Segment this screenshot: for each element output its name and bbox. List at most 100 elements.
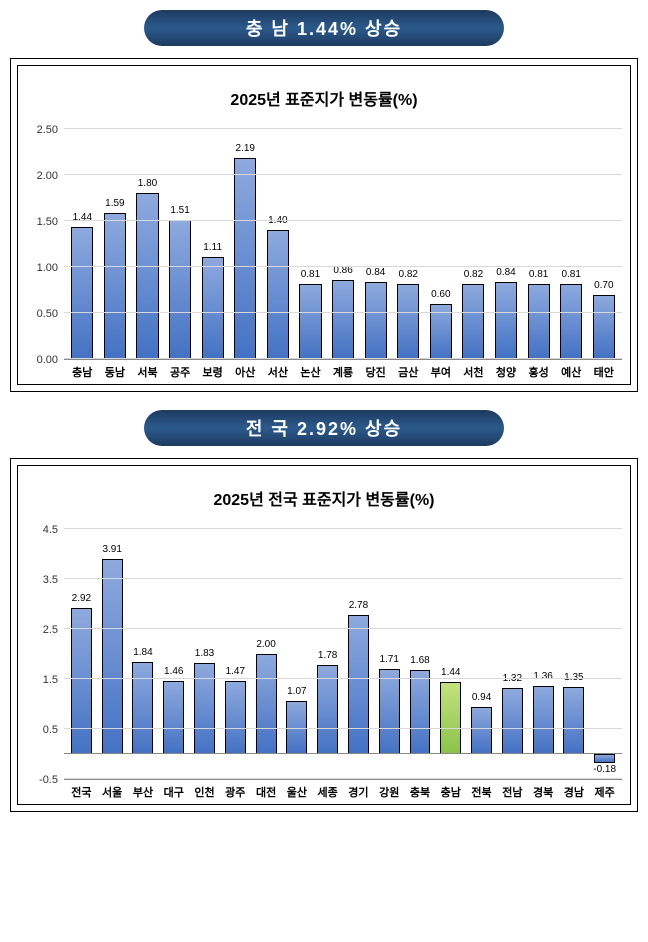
bar-rect bbox=[136, 193, 158, 359]
bar-slot: 1.36 bbox=[528, 530, 559, 779]
header-pill-1: 충 남 1.44% 상승 bbox=[144, 10, 504, 46]
bar-value-label: 0.94 bbox=[472, 692, 491, 703]
bar-rect bbox=[267, 230, 289, 359]
bar-slot: 1.46 bbox=[158, 530, 189, 779]
bar-slot: 1.80 bbox=[131, 130, 164, 359]
bar-rect bbox=[495, 282, 517, 359]
x-label: 아산 bbox=[229, 364, 262, 380]
bar-slot: 0.70 bbox=[588, 130, 621, 359]
x-label: 계룡 bbox=[327, 364, 360, 380]
bar-rect bbox=[71, 608, 92, 754]
gridline bbox=[64, 358, 622, 359]
x-label: 대전 bbox=[251, 784, 282, 800]
gridline bbox=[64, 628, 622, 629]
gridline bbox=[64, 728, 622, 729]
bar-slot: 3.91 bbox=[97, 530, 128, 779]
zero-line bbox=[64, 753, 622, 754]
bar-slot: 1.07 bbox=[281, 530, 312, 779]
chart2-body: -0.50.51.52.53.54.5 2.923.911.841.461.83… bbox=[26, 530, 622, 780]
bar-slot: 0.84 bbox=[490, 130, 523, 359]
x-label: 광주 bbox=[220, 784, 251, 800]
bar-rect bbox=[194, 663, 215, 755]
x-label: 전북 bbox=[466, 784, 497, 800]
x-label: 서북 bbox=[131, 364, 164, 380]
bar-rect bbox=[410, 670, 431, 754]
chart2-bars: 2.923.911.841.461.831.472.001.071.782.78… bbox=[64, 530, 622, 779]
bar-slot: 1.44 bbox=[66, 130, 99, 359]
chart2-inner: 2025년 전국 표준지가 변동률(%) -0.50.51.52.53.54.5… bbox=[17, 465, 631, 805]
x-label: 제주 bbox=[589, 784, 620, 800]
bar-slot: 0.86 bbox=[327, 130, 360, 359]
bar-slot: 1.78 bbox=[312, 530, 343, 779]
y-tick-label: 0.5 bbox=[43, 724, 58, 736]
bar-rect bbox=[471, 707, 492, 754]
chart2-y-axis: -0.50.51.52.53.54.5 bbox=[26, 530, 64, 780]
x-label: 부산 bbox=[128, 784, 159, 800]
bar-value-label: 1.83 bbox=[195, 648, 214, 659]
bar-slot: 2.92 bbox=[66, 530, 97, 779]
bar-slot: 1.71 bbox=[374, 530, 405, 779]
y-tick-label: 4.5 bbox=[43, 524, 58, 536]
x-label: 울산 bbox=[281, 784, 312, 800]
y-tick-label: 0.50 bbox=[37, 308, 58, 320]
bar-slot: 1.32 bbox=[497, 530, 528, 779]
bar-rect bbox=[102, 559, 123, 755]
bar-rect bbox=[560, 284, 582, 359]
bar-value-label: 1.71 bbox=[379, 654, 398, 665]
bar-rect bbox=[365, 282, 387, 359]
bar-rect bbox=[169, 220, 191, 359]
header-pill-2-text: 전 국 2.92% 상승 bbox=[246, 415, 402, 441]
x-label: 공주 bbox=[164, 364, 197, 380]
x-label: 청양 bbox=[490, 364, 523, 380]
bar-value-label: 2.19 bbox=[236, 143, 255, 154]
bar-rect bbox=[348, 615, 369, 754]
bar-value-label: 2.92 bbox=[72, 593, 91, 604]
bar-value-label: 1.35 bbox=[564, 672, 583, 683]
y-tick-label: 2.5 bbox=[43, 624, 58, 636]
y-tick-label: 2.00 bbox=[37, 170, 58, 182]
x-label: 경기 bbox=[343, 784, 374, 800]
bar-value-label: 0.82 bbox=[399, 269, 418, 280]
bar-slot: 1.44 bbox=[435, 530, 466, 779]
x-label: 세종 bbox=[312, 784, 343, 800]
bar-value-label: 0.84 bbox=[496, 267, 515, 278]
bar-slot: 0.84 bbox=[359, 130, 392, 359]
bar-slot: 1.51 bbox=[164, 130, 197, 359]
bar-rect bbox=[332, 280, 354, 359]
bar-value-label: 3.91 bbox=[102, 544, 121, 555]
bar-rect bbox=[593, 295, 615, 359]
x-label: 금산 bbox=[392, 364, 425, 380]
header-pill-2: 전 국 2.92% 상승 bbox=[144, 410, 504, 446]
gridline bbox=[64, 128, 622, 129]
bar-value-label: 1.84 bbox=[133, 647, 152, 658]
chart1-y-axis: 0.000.501.001.502.002.50 bbox=[26, 130, 64, 360]
bar-value-label: 0.60 bbox=[431, 289, 450, 300]
bar-value-label: 1.80 bbox=[138, 178, 157, 189]
y-tick-label: 1.5 bbox=[43, 674, 58, 686]
bar-slot: 1.11 bbox=[196, 130, 229, 359]
bar-slot: 1.59 bbox=[99, 130, 132, 359]
bar-value-label: 1.51 bbox=[170, 205, 189, 216]
bar-rect bbox=[502, 688, 523, 754]
bar-rect bbox=[563, 687, 584, 755]
x-label: 충남 bbox=[435, 784, 466, 800]
bar-slot: 1.84 bbox=[128, 530, 159, 779]
x-label: 경북 bbox=[528, 784, 559, 800]
header-pill-1-text: 충 남 1.44% 상승 bbox=[246, 15, 402, 41]
bar-rect bbox=[256, 654, 277, 754]
bar-rect bbox=[299, 284, 321, 359]
bar-value-label: 0.82 bbox=[464, 269, 483, 280]
bar-slot: -0.18 bbox=[589, 530, 620, 779]
bar-value-label: 1.11 bbox=[203, 242, 222, 253]
x-label: 서산 bbox=[262, 364, 295, 380]
chart1-bars: 1.441.591.801.511.112.191.400.810.860.84… bbox=[64, 130, 622, 359]
bar-slot: 2.78 bbox=[343, 530, 374, 779]
bar-rect bbox=[202, 257, 224, 359]
bar-rect bbox=[234, 158, 256, 359]
x-label: 전남 bbox=[497, 784, 528, 800]
x-label: 전국 bbox=[66, 784, 97, 800]
bar-slot: 1.40 bbox=[262, 130, 295, 359]
x-label: 당진 bbox=[359, 364, 392, 380]
bar-rect bbox=[163, 681, 184, 754]
bar-rect bbox=[528, 284, 550, 359]
